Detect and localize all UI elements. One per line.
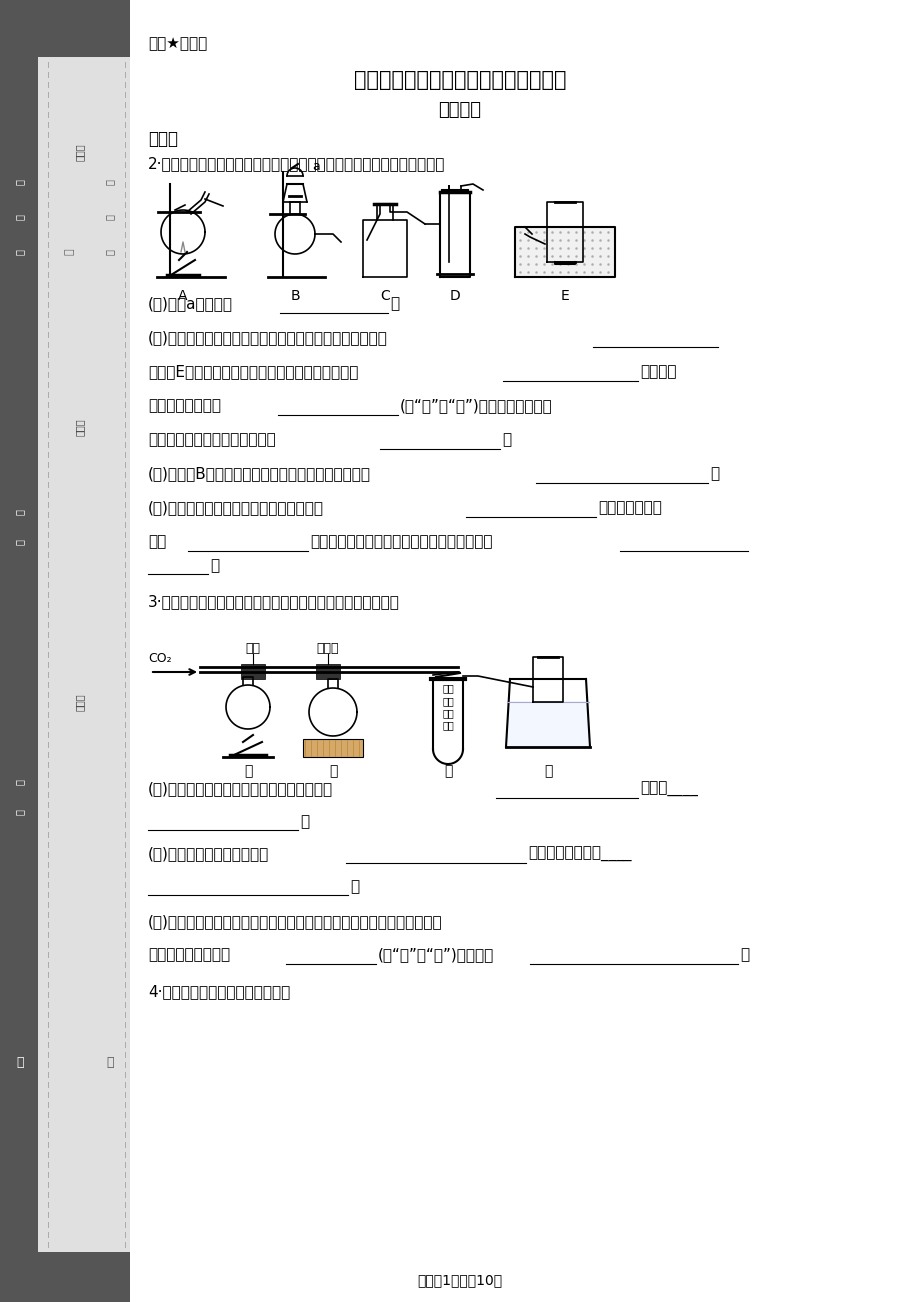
Text: 碳粉: 碳粉 <box>245 642 260 655</box>
Text: a: a <box>312 160 320 172</box>
Text: ，选择E装置收集氧气，因为氧气不与水反应，并且: ，选择E装置收集氧气，因为氧气不与水反应，并且 <box>148 365 358 379</box>
Bar <box>38 57 130 1253</box>
Text: 。: 。 <box>349 879 358 894</box>
Text: 认同该同学的观点？: 认同该同学的观点？ <box>148 948 230 962</box>
Text: 氧化锄: 氧化锄 <box>316 642 339 655</box>
Text: CO₂: CO₂ <box>148 652 172 665</box>
Bar <box>241 664 265 680</box>
Circle shape <box>108 115 122 129</box>
Text: 。: 。 <box>502 432 511 448</box>
Text: 姓名：: 姓名： <box>75 418 85 436</box>
Text: ，选择的收集装: ，选择的收集装 <box>597 500 661 516</box>
Circle shape <box>62 954 77 969</box>
Bar <box>516 228 613 276</box>
Bar <box>302 740 363 756</box>
Text: 外: 外 <box>17 1056 24 1069</box>
Text: (填“正”或“倒”)放在桌面上，实验: (填“正”或“倒”)放在桌面上，实验 <box>400 398 552 414</box>
Text: ，应将收: ，应将收 <box>640 365 675 379</box>
Text: 线: 线 <box>65 249 75 255</box>
Text: 区: 区 <box>106 1056 114 1069</box>
Text: A: A <box>178 289 187 303</box>
Text: 。: 。 <box>210 559 219 573</box>
Text: 丙: 丙 <box>443 764 452 779</box>
Text: 学校：: 学校： <box>75 693 85 711</box>
Text: 。: 。 <box>300 815 309 829</box>
Text: 。: 。 <box>709 466 719 482</box>
Text: (１)仪器a的名称是: (１)仪器a的名称是 <box>148 297 233 311</box>
Text: (３)有同学对该装置进行了质疑，提出该装置缺少尾气处理装置，你是否: (３)有同学对该装置进行了质疑，提出该装置缺少尾气处理装置，你是否 <box>148 914 442 930</box>
Text: 订: 订 <box>15 214 25 220</box>
Text: 甲: 甲 <box>244 764 252 779</box>
Text: 考: 考 <box>15 509 25 514</box>
Circle shape <box>108 954 122 969</box>
Text: 装: 装 <box>15 180 25 185</box>
Bar <box>0 0 130 57</box>
Text: 绝密★启用前: 绝密★启用前 <box>148 36 207 52</box>
Text: (填“是”或“否”)，理由是: (填“是”或“否”)，理由是 <box>378 948 494 962</box>
Text: E: E <box>560 289 569 303</box>
Text: 订: 订 <box>15 779 25 785</box>
Text: C: C <box>380 289 390 303</box>
Text: 线: 线 <box>15 249 25 255</box>
Bar <box>0 0 38 1302</box>
Text: 4·结合下列实验装置图回答问题：: 4·结合下列实验装置图回答问题： <box>148 984 289 1000</box>
Circle shape <box>62 115 77 129</box>
Text: (２)实验室用氯酸锇和二氧化锤制氧气，选择的发生装置是: (２)实验室用氯酸锇和二氧化锤制氧气，选择的发生装置是 <box>148 331 388 345</box>
Text: 初三化学第六单元经典实验探究题汇总: 初三化学第六单元经典实验探究题汇总 <box>354 70 565 90</box>
Text: 结束后，先将导管撤离水槽，再: 结束后，先将导管撤离水槽，再 <box>148 432 276 448</box>
Text: 2·如图是实验室常用来制取气体的实验装置，请根据要求回答下列问题：: 2·如图是实验室常用来制取气体的实验装置，请根据要求回答下列问题： <box>148 156 445 172</box>
Text: ，乙中____: ，乙中____ <box>640 781 698 797</box>
Text: (１)在实验开始后可观察到的实验现象：甲中: (１)在实验开始后可观察到的实验现象：甲中 <box>148 781 333 797</box>
Text: 实验题: 实验题 <box>148 130 177 148</box>
Text: B: B <box>289 289 300 303</box>
Text: 线: 线 <box>105 249 115 255</box>
Text: 置是: 置是 <box>148 535 166 549</box>
Text: 班级：: 班级： <box>75 143 85 161</box>
Text: 线: 线 <box>15 809 25 815</box>
Text: 3·某兴趣小组进行有关碳及其氧化物的性质实验，如图所示：: 3·某兴趣小组进行有关碳及其氧化物的性质实验，如图所示： <box>148 595 400 609</box>
Text: (２)试推测丙中气体的成分：: (２)试推测丙中气体的成分： <box>148 846 269 862</box>
Text: 装: 装 <box>105 180 115 185</box>
Text: (４)实验室制取二氧化碳选用的发生装置是: (４)实验室制取二氧化碳选用的发生装置是 <box>148 500 323 516</box>
Text: 足量
氢氧
化钓
溶液: 足量 氢氧 化钓 溶液 <box>442 684 453 730</box>
Text: 乙: 乙 <box>328 764 337 779</box>
Text: 号: 号 <box>15 539 25 546</box>
Text: 。: 。 <box>739 948 748 962</box>
Circle shape <box>108 395 122 409</box>
Bar <box>315 664 340 680</box>
Text: 试卷第1页，怹10页: 试卷第1页，怹10页 <box>417 1273 502 1286</box>
Text: 丁: 丁 <box>543 764 551 779</box>
Circle shape <box>108 674 122 689</box>
Text: ，丙装置的作用是____: ，丙装置的作用是____ <box>528 846 630 862</box>
Text: (３)若选择B装置制取氧气，发生反应的化学方程式为: (３)若选择B装置制取氧气，发生反应的化学方程式为 <box>148 466 370 482</box>
Circle shape <box>62 395 77 409</box>
Text: D: D <box>449 289 460 303</box>
Bar <box>506 700 588 746</box>
Text: 老刻秘籍: 老刻秘籍 <box>438 102 481 118</box>
Text: 集满氧气的集气瓶: 集满氧气的集气瓶 <box>148 398 221 414</box>
Circle shape <box>62 674 77 689</box>
Text: 。: 。 <box>390 297 399 311</box>
Bar <box>0 1253 130 1302</box>
Text: ，验证生成的气体是二氧化碳的化学方程式为: ，验证生成的气体是二氧化碳的化学方程式为 <box>310 535 492 549</box>
Text: 订: 订 <box>105 214 115 220</box>
